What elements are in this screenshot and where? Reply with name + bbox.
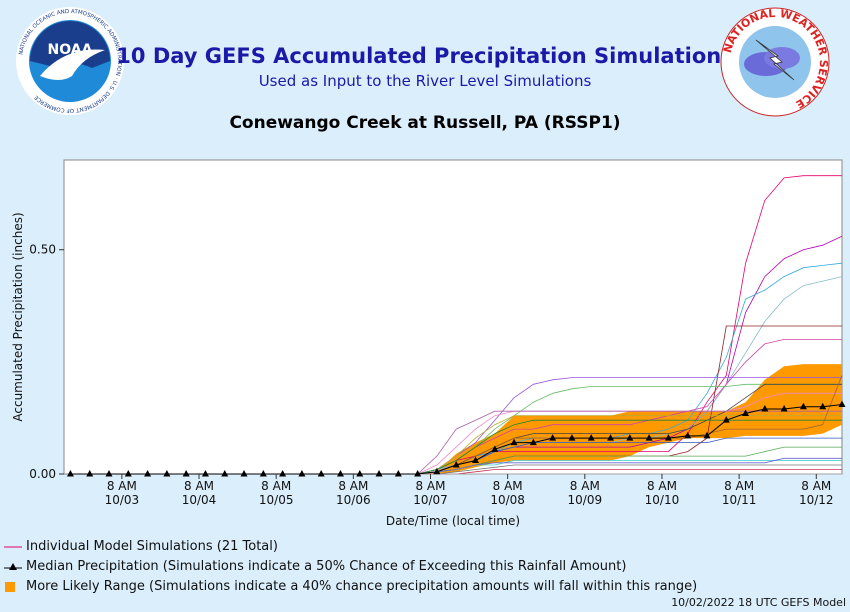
median-marker (201, 470, 209, 477)
median-marker (819, 402, 827, 410)
x-tick-label-date: 10/12 (799, 493, 834, 507)
median-marker (780, 404, 788, 412)
x-tick-label-time: 8 AM (107, 479, 137, 493)
likely-range-band (70, 364, 842, 474)
x-tick-label-date: 10/05 (259, 493, 294, 507)
y-tick-label: 0.50 (29, 243, 56, 257)
x-tick-label-date: 10/11 (722, 493, 757, 507)
legend-swatch-range (5, 582, 15, 592)
x-tick-label-time: 8 AM (647, 479, 677, 493)
x-tick-label-date: 10/07 (413, 493, 448, 507)
range-layer (70, 364, 842, 474)
x-tick-label-date: 10/09 (568, 493, 603, 507)
median-marker (66, 470, 74, 477)
median-marker (336, 470, 344, 477)
x-tick-label-time: 8 AM (570, 479, 600, 493)
median-marker (838, 400, 846, 407)
median-marker (452, 461, 460, 468)
median-layer (66, 400, 846, 477)
median-marker (761, 404, 769, 412)
median-marker (240, 470, 248, 477)
legend-item-median: Median Precipitation (Simulations indica… (4, 557, 697, 577)
median-marker (163, 470, 171, 477)
median-marker (375, 470, 383, 477)
legend-swatch-individual (4, 546, 22, 548)
y-tick-label: 0.00 (29, 467, 56, 481)
x-tick-label-time: 8 AM (801, 479, 831, 493)
median-marker (144, 470, 152, 477)
nws-logo-icon: NATIONAL WEATHER SERVICE (720, 7, 830, 117)
page-subtitle: Used as Input to the River Level Simulat… (258, 72, 592, 90)
x-tick-label-date: 10/08 (490, 493, 525, 507)
median-marker (645, 434, 653, 441)
median-marker (86, 470, 94, 477)
noaa-logo-icon: NOAA NATIONAL OCEANIC AND ATMOSPHERIC AD… (16, 7, 124, 115)
median-marker (510, 438, 518, 446)
median-marker (549, 434, 557, 441)
header: NOAA NATIONAL OCEANIC AND ATMOSPHERIC AD… (0, 0, 850, 150)
legend-label-individual: Individual Model Simulations (21 Total) (26, 539, 278, 554)
median-marker (472, 456, 480, 464)
median-marker (279, 470, 287, 477)
median-marker (124, 470, 132, 477)
legend: Individual Model Simulations (21 Total) … (4, 537, 697, 597)
legend-label-median: Median Precipitation (Simulations indica… (26, 559, 627, 574)
median-marker (182, 470, 190, 477)
median-marker (722, 416, 730, 423)
median-marker (684, 431, 692, 439)
x-tick-label-date: 10/03 (105, 493, 140, 507)
median-marker (529, 438, 537, 446)
median-marker (298, 470, 306, 477)
median-marker (394, 470, 402, 477)
median-marker (221, 470, 229, 477)
legend-label-range: More Likely Range (Simulations indicate … (26, 579, 698, 594)
noaa-logo-text: NOAA (48, 42, 93, 58)
page-title: 10 Day GEFS Accumulated Precipitation Si… (116, 44, 734, 68)
median-marker (799, 402, 807, 410)
x-tick-label-time: 8 AM (338, 479, 368, 493)
x-axis-label: Date/Time (local time) (386, 514, 520, 528)
median-marker (259, 470, 267, 477)
location-title: Conewango Creek at Russell, PA (RSSP1) (229, 113, 621, 133)
legend-item-individual: Individual Model Simulations (21 Total) (4, 537, 697, 557)
y-axis-label: Accumulated Precipitation (inches) (11, 212, 25, 421)
median-marker (568, 434, 576, 441)
median-marker (703, 431, 711, 439)
x-tick-label-date: 10/10 (645, 493, 680, 507)
legend-swatch-median (4, 563, 22, 570)
x-tick-label-date: 10/04 (182, 493, 217, 507)
x-tick-label-time: 8 AM (724, 479, 754, 493)
x-tick-label-date: 10/06 (336, 493, 371, 507)
x-tick-label-time: 8 AM (493, 479, 523, 493)
x-tick-label-time: 8 AM (415, 479, 445, 493)
median-marker (607, 434, 615, 441)
median-marker (626, 434, 634, 441)
median-marker (356, 470, 364, 477)
median-marker (742, 409, 750, 416)
median-marker (491, 445, 499, 452)
median-marker (664, 434, 672, 441)
legend-item-range: More Likely Range (Simulations indicate … (4, 577, 697, 597)
median-marker (587, 434, 595, 441)
median-marker (433, 467, 441, 475)
median-marker (317, 470, 325, 477)
x-tick-label-time: 8 AM (261, 479, 291, 493)
x-tick-label-time: 8 AM (184, 479, 214, 493)
median-marker (105, 470, 113, 477)
median-marker (414, 470, 422, 477)
model-run-footer: 10/02/2022 18 UTC GEFS Model (671, 596, 846, 609)
